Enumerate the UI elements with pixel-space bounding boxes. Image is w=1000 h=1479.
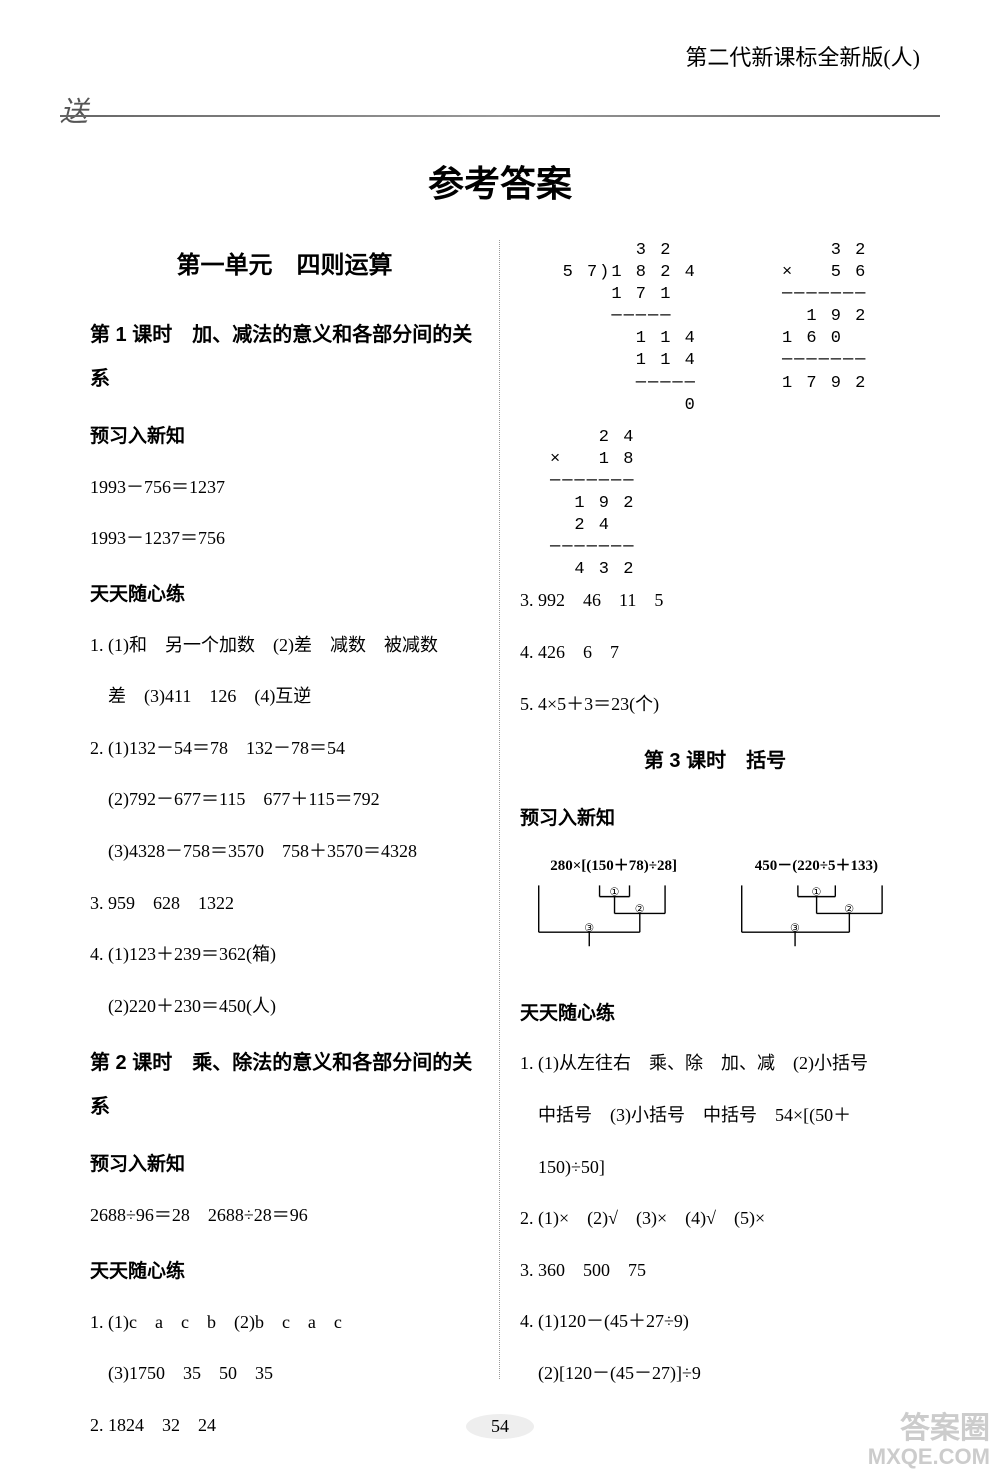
diag2-expr: 450－(220÷5＋133) [723, 850, 910, 883]
page-header: 第二代新课标全新版(人) [685, 40, 920, 72]
p1-1: 1. (1)和 另一个加数 (2)差 减数 被减数 [90, 626, 479, 666]
r-p1: 1. (1)从左往右 乘、除 加、减 (2)小括号 [520, 1044, 910, 1084]
preview3-title: 预习入新知 [520, 798, 910, 840]
lesson1-title: 第 1 课时 加、减法的意义和各部分间的关系 [90, 313, 479, 401]
calc-row-1: 3 2 5 7)1 8 2 4 1 7 1 ───── 1 1 4 1 1 4 … [520, 240, 910, 417]
p1-1b: 差 (3)411 126 (4)互逆 [90, 677, 479, 717]
r-p4: 4. (1)120－(45＋27÷9) [520, 1302, 910, 1342]
p1-4b: (2)220＋230＝450(人) [90, 987, 479, 1027]
p1-3: 3. 959 628 1322 [90, 884, 479, 924]
calc-mult2: 2 4 × 1 8 ─────── 1 9 2 2 4 ─────── 4 3 … [550, 427, 910, 582]
practice1-title: 天天随心练 [90, 574, 479, 616]
diag1-svg: ① ② ③ [520, 883, 707, 958]
preview1-line2: 1993－1237＝756 [90, 519, 479, 559]
page-number: 54 [0, 1414, 1000, 1439]
practice2-title: 天天随心练 [90, 1251, 479, 1293]
lesson3-title: 第 3 课时 括号 [520, 739, 910, 783]
diag1-expr: 280×[(150＋78)÷28] [520, 850, 707, 883]
right-column: 3 2 5 7)1 8 2 4 1 7 1 ───── 1 1 4 1 1 4 … [500, 240, 920, 1379]
page-number-value: 54 [466, 1414, 534, 1439]
p1-4: 4. (1)123＋239＝362(箱) [90, 935, 479, 975]
preview2-title: 预习入新知 [90, 1144, 479, 1186]
diagram-1: 280×[(150＋78)÷28] ① ② ③ [520, 850, 707, 973]
diagram-row: 280×[(150＋78)÷28] ① ② ③ [520, 850, 910, 973]
unit-title: 第一单元 四则运算 [90, 240, 479, 293]
p2-1: 1. (1)c a c b (2)b c a c [90, 1303, 479, 1343]
watermark-cn: 答案圈 [868, 1412, 990, 1445]
header-divider [60, 115, 940, 117]
practice3-title: 天天随心练 [520, 993, 910, 1035]
r-p1c: 150)÷50] [520, 1148, 910, 1188]
r-p2: 2. (1)× (2)√ (3)× (4)√ (5)× [520, 1199, 910, 1239]
content-area: 第一单元 四则运算 第 1 课时 加、减法的意义和各部分间的关系 预习入新知 1… [80, 240, 920, 1379]
r3: 3. 992 46 11 5 [520, 581, 910, 621]
r-p1b: 中括号 (3)小括号 中括号 54×[(50＋ [520, 1096, 910, 1136]
calc-division: 3 2 5 7)1 8 2 4 1 7 1 ───── 1 1 4 1 1 4 … [563, 240, 697, 417]
p1-2c: (3)4328－758＝3570 758＋3570＝4328 [90, 832, 479, 872]
p2-1b: (3)1750 35 50 35 [90, 1354, 479, 1394]
p1-2b: (2)792－677＝115 677＋115＝792 [90, 780, 479, 820]
p1-2: 2. (1)132－54＝78 132－78＝54 [90, 729, 479, 769]
main-title: 参考答案 [0, 155, 1000, 207]
preview1-title: 预习入新知 [90, 416, 479, 458]
r-p3: 3. 360 500 75 [520, 1251, 910, 1291]
diagram-2: 450－(220÷5＋133) ① ② ③ [723, 850, 910, 973]
watermark: 答案圈 MXQE.COM [868, 1412, 990, 1469]
r5: 5. 4×5＋3＝23(个) [520, 685, 910, 725]
diag2-svg: ① ② ③ [723, 883, 910, 958]
left-column: 第一单元 四则运算 第 1 课时 加、减法的意义和各部分间的关系 预习入新知 1… [80, 240, 500, 1379]
r4: 4. 426 6 7 [520, 633, 910, 673]
calc-mult1: 3 2 × 5 6 ─────── 1 9 2 1 6 0 ─────── 1 … [782, 240, 867, 417]
lesson2-title: 第 2 课时 乘、除法的意义和各部分间的关系 [90, 1041, 479, 1129]
watermark-en: MXQE.COM [868, 1445, 990, 1469]
logo-mark: 送 [60, 90, 88, 130]
preview2-line1: 2688÷96＝28 2688÷28＝96 [90, 1196, 479, 1236]
r-p4b: (2)[120－(45－27)]÷9 [520, 1354, 910, 1394]
preview1-line1: 1993－756＝1237 [90, 468, 479, 508]
